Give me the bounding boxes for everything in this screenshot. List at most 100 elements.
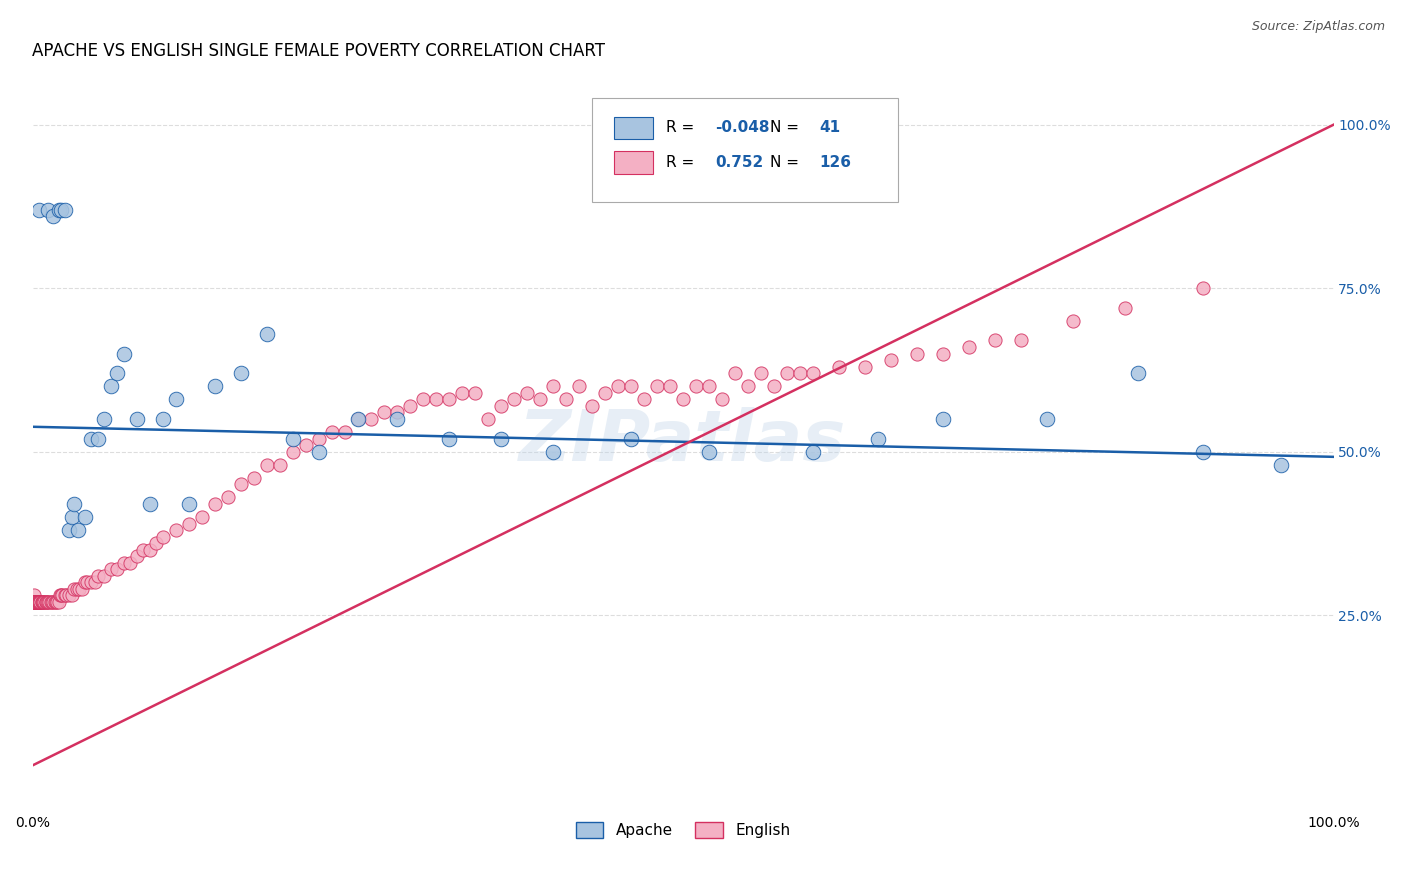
Point bbox=[32, 595, 55, 609]
Point bbox=[607, 379, 630, 393]
Bar bbox=[614, 117, 652, 139]
Point bbox=[25, 595, 48, 609]
Point bbox=[489, 399, 512, 413]
Point bbox=[516, 385, 538, 400]
Point bbox=[373, 405, 395, 419]
Point bbox=[177, 497, 200, 511]
Point bbox=[633, 392, 655, 407]
Point bbox=[51, 589, 73, 603]
Point bbox=[42, 209, 65, 223]
Point bbox=[25, 595, 48, 609]
Point bbox=[229, 366, 252, 380]
Point bbox=[425, 392, 447, 407]
Point bbox=[177, 516, 200, 531]
Point bbox=[685, 379, 707, 393]
Point bbox=[763, 379, 786, 393]
Point bbox=[737, 379, 759, 393]
Point bbox=[24, 595, 46, 609]
Point bbox=[1192, 444, 1215, 458]
Point bbox=[66, 582, 89, 596]
Point bbox=[204, 497, 226, 511]
Point bbox=[853, 359, 876, 374]
Text: 0.752: 0.752 bbox=[716, 155, 763, 170]
Point bbox=[152, 412, 174, 426]
Point bbox=[450, 385, 472, 400]
Point bbox=[984, 334, 1007, 348]
Point bbox=[281, 432, 304, 446]
Point bbox=[489, 432, 512, 446]
Point bbox=[67, 582, 90, 596]
Point bbox=[581, 399, 603, 413]
Point bbox=[53, 589, 76, 603]
Point bbox=[22, 595, 45, 609]
Point bbox=[49, 589, 72, 603]
Text: ZIPatlas: ZIPatlas bbox=[519, 408, 846, 476]
Point bbox=[105, 366, 128, 380]
Point bbox=[31, 595, 53, 609]
Point bbox=[34, 595, 56, 609]
Point bbox=[620, 379, 643, 393]
Point bbox=[34, 595, 56, 609]
Point bbox=[32, 595, 55, 609]
Point bbox=[1114, 301, 1136, 315]
Point bbox=[100, 562, 122, 576]
Bar bbox=[614, 152, 652, 174]
Point bbox=[100, 379, 122, 393]
Point bbox=[22, 595, 45, 609]
Point bbox=[49, 589, 72, 603]
Point bbox=[697, 379, 720, 393]
Point bbox=[957, 340, 980, 354]
Point bbox=[145, 536, 167, 550]
Point bbox=[46, 595, 69, 609]
Point bbox=[229, 477, 252, 491]
Point bbox=[776, 366, 799, 380]
Point bbox=[360, 412, 382, 426]
Point bbox=[80, 575, 103, 590]
Point bbox=[412, 392, 434, 407]
Point bbox=[125, 412, 148, 426]
Point bbox=[1270, 458, 1292, 472]
Point bbox=[22, 589, 45, 603]
Point bbox=[58, 589, 80, 603]
Point bbox=[67, 523, 90, 537]
Point bbox=[321, 425, 343, 439]
Point bbox=[27, 595, 49, 609]
Point bbox=[138, 497, 160, 511]
Point bbox=[152, 530, 174, 544]
Point bbox=[1036, 412, 1059, 426]
Point bbox=[53, 202, 76, 217]
Point bbox=[27, 595, 49, 609]
Point bbox=[593, 385, 616, 400]
Point bbox=[25, 595, 48, 609]
Point bbox=[437, 432, 460, 446]
Point bbox=[76, 575, 98, 590]
Point bbox=[308, 432, 330, 446]
Legend: Apache, English: Apache, English bbox=[569, 816, 796, 844]
Point bbox=[45, 595, 67, 609]
Point bbox=[905, 346, 928, 360]
Point bbox=[190, 510, 212, 524]
Point bbox=[828, 359, 851, 374]
Text: N =: N = bbox=[770, 120, 804, 136]
Point bbox=[63, 497, 86, 511]
Point bbox=[120, 556, 142, 570]
Point bbox=[437, 392, 460, 407]
Point bbox=[60, 510, 83, 524]
Point bbox=[138, 542, 160, 557]
Point bbox=[724, 366, 747, 380]
Point bbox=[932, 412, 955, 426]
Point bbox=[25, 595, 48, 609]
Point bbox=[801, 366, 824, 380]
Point bbox=[28, 202, 51, 217]
Point bbox=[281, 444, 304, 458]
Point bbox=[165, 392, 187, 407]
Point bbox=[502, 392, 524, 407]
Point bbox=[32, 595, 55, 609]
Point bbox=[749, 366, 772, 380]
Point bbox=[24, 595, 46, 609]
Point bbox=[269, 458, 291, 472]
FancyBboxPatch shape bbox=[592, 98, 897, 202]
Point bbox=[63, 582, 86, 596]
Point bbox=[308, 444, 330, 458]
Point bbox=[932, 346, 955, 360]
